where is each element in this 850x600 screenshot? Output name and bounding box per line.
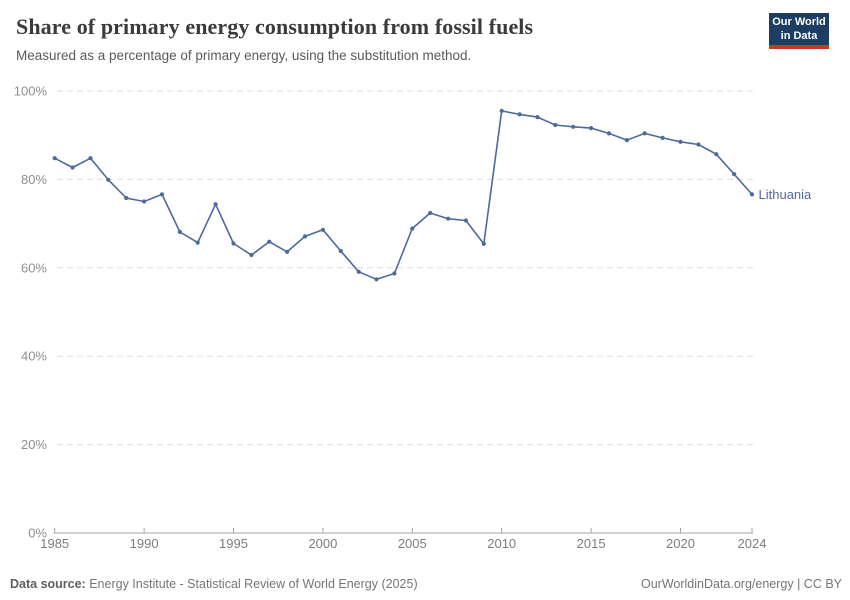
data-source-label: Data source: (10, 577, 86, 591)
x-tick-label-1995: 1995 (219, 536, 248, 551)
y-tick-label-40: 40% (21, 349, 47, 364)
y-tick-label-60: 60% (21, 260, 47, 275)
data-point-1998[interactable] (285, 249, 290, 254)
data-point-2013[interactable] (553, 122, 558, 128)
data-source: Data source: Energy Institute - Statisti… (10, 577, 418, 591)
data-point-2015[interactable] (589, 126, 594, 131)
data-point-2017[interactable] (624, 138, 630, 143)
data-point-2023[interactable] (732, 172, 737, 177)
x-tick-label-2000: 2000 (308, 536, 337, 551)
data-point-2019[interactable] (660, 135, 665, 140)
data-point-1993[interactable] (195, 240, 200, 245)
data-point-1988[interactable] (106, 177, 111, 182)
data-point-2016[interactable] (606, 131, 612, 136)
data-point-1996[interactable] (249, 252, 254, 258)
data-point-1990[interactable] (142, 199, 147, 204)
data-point-2012[interactable] (535, 115, 540, 120)
x-tick-label-2015: 2015 (577, 536, 606, 551)
footer-link[interactable]: OurWorldinData.org/energy | CC BY (640, 577, 842, 591)
y-tick-label-0: 0% (28, 526, 47, 541)
y-gridlines (57, 90, 753, 446)
chart-footer: Data source: Energy Institute - Statisti… (10, 577, 842, 591)
data-point-2010[interactable] (499, 108, 504, 113)
data-point-2002[interactable] (356, 269, 361, 274)
owid-logo-line2: in Data (780, 29, 818, 42)
data-point-2018[interactable] (642, 131, 647, 136)
chart-subtitle: Measured as a percentage of primary ener… (16, 48, 472, 64)
data-point-1985[interactable] (52, 156, 57, 161)
data-point-1997[interactable] (267, 239, 272, 244)
owid-logo[interactable]: Our World in Data (769, 13, 829, 49)
data-point-1995[interactable] (231, 241, 236, 246)
x-tick-label-1990: 1990 (130, 536, 159, 551)
data-point-2008[interactable] (463, 218, 468, 223)
data-point-2001[interactable] (338, 248, 343, 254)
data-point-1986[interactable] (70, 165, 75, 170)
data-point-2007[interactable] (446, 216, 451, 221)
x-axis: 1985 1990 1995 2000 2005 2010 2015 2020 2024 (40, 528, 766, 551)
series-end-label[interactable]: Lithuania (759, 187, 813, 202)
y-axis-labels: 0% 20% 40% 60% 80% 100% (14, 84, 48, 541)
data-point-2000[interactable] (320, 227, 325, 232)
series-lithuania[interactable]: Lithuania (52, 108, 813, 282)
owid-logo-line1: Our World (772, 16, 826, 28)
y-tick-label-20: 20% (21, 437, 47, 452)
y-tick-label-100: 100% (14, 84, 48, 99)
data-point-1987[interactable] (88, 156, 93, 161)
x-tick-label-2024: 2024 (738, 536, 767, 551)
x-tick-label-1985: 1985 (40, 536, 69, 551)
chart-header: Share of primary energy consumption from… (16, 14, 740, 65)
data-point-1989[interactable] (124, 195, 129, 201)
data-point-2024[interactable] (749, 192, 755, 197)
data-point-2005[interactable] (410, 226, 415, 231)
data-point-2020[interactable] (678, 139, 683, 144)
x-tick-label-2005: 2005 (398, 536, 427, 551)
data-point-2014[interactable] (571, 124, 576, 129)
data-point-2003[interactable] (374, 277, 379, 282)
series-line[interactable] (53, 110, 753, 281)
x-tick-label-2020: 2020 (666, 536, 695, 551)
data-point-2022[interactable] (714, 152, 719, 157)
data-point-2009[interactable] (481, 241, 486, 246)
page-title: Share of primary energy consumption from… (16, 14, 534, 39)
data-point-2006[interactable] (428, 210, 433, 216)
data-point-1991[interactable] (159, 192, 165, 197)
data-source-text: Energy Institute - Statistical Review of… (89, 577, 418, 591)
data-point-1994[interactable] (213, 202, 218, 207)
data-point-2004[interactable] (392, 271, 397, 276)
x-tick-label-2010: 2010 (487, 536, 516, 551)
y-tick-label-80: 80% (21, 172, 47, 187)
data-point-2021[interactable] (696, 142, 701, 147)
data-point-1999[interactable] (302, 234, 308, 239)
data-point-2011[interactable] (517, 112, 522, 117)
data-point-1992[interactable] (177, 229, 182, 235)
